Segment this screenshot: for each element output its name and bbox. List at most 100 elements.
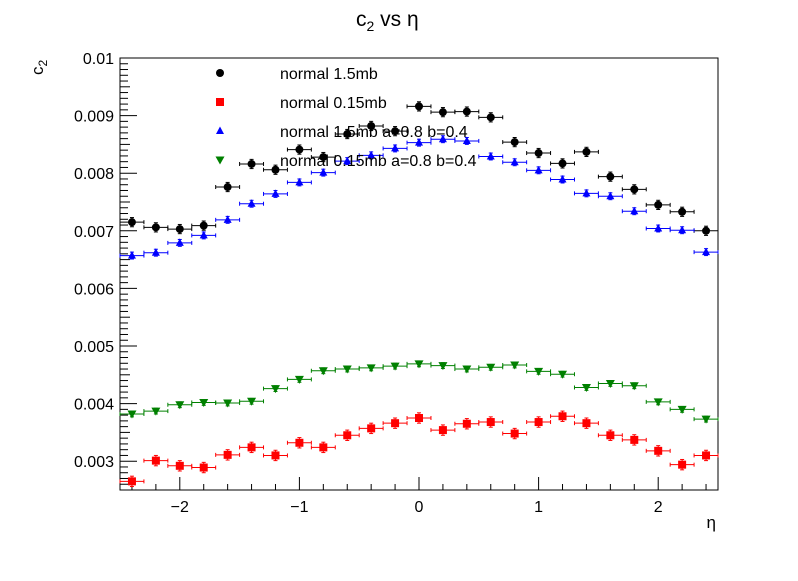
- data-point: [391, 419, 400, 428]
- data-point: [630, 435, 639, 444]
- data-point: [199, 463, 208, 472]
- x-axis-label: η: [707, 513, 716, 532]
- data-point: [678, 460, 687, 469]
- data-point: [462, 107, 471, 116]
- data-point: [367, 150, 376, 159]
- data-point: [247, 397, 257, 406]
- data-point: [486, 363, 496, 372]
- data-point: [510, 429, 519, 438]
- data-point: [175, 238, 184, 246]
- data-point: [247, 443, 256, 452]
- plot-frame: [119, 57, 719, 491]
- y-tick-label: 0.007: [74, 224, 114, 241]
- data-point: [319, 153, 328, 162]
- data-point: [151, 407, 161, 416]
- data-point: [462, 419, 471, 428]
- y-tick-label: 0.008: [74, 166, 114, 183]
- data-point: [223, 399, 233, 408]
- data-point: [605, 379, 615, 388]
- data-point: [223, 215, 232, 223]
- data-point: [702, 247, 711, 256]
- series-4: [119, 360, 719, 424]
- data-point: [558, 412, 567, 421]
- data-point: [510, 138, 519, 147]
- data-point: [151, 456, 160, 465]
- data-point: [343, 130, 352, 139]
- data-point: [462, 136, 471, 144]
- data-point: [151, 223, 160, 232]
- x-tick-label: −2: [171, 499, 189, 516]
- data-point: [319, 168, 328, 176]
- legend-marker: [216, 69, 224, 77]
- axes-layer: −2 −1 0 1 2 0.003 0.004 0.005 0.006 0.007 0.008 0.0…: [74, 51, 707, 516]
- legend-item: normal 0.15mb: [216, 95, 387, 112]
- data-point: [175, 225, 184, 234]
- data-point: [342, 365, 352, 374]
- data-point: [678, 225, 687, 234]
- legend-marker: [216, 126, 224, 134]
- legend-label: normal 1.5mb a=0.8 b=0.4: [280, 124, 468, 141]
- data-point: [390, 362, 400, 371]
- y-axis-label: c2: [28, 60, 50, 76]
- data-point: [629, 382, 639, 391]
- data-point: [415, 414, 423, 422]
- data-point: [271, 451, 280, 460]
- data-point: [414, 360, 424, 369]
- data-point: [558, 159, 567, 168]
- data-point: [319, 443, 328, 452]
- data-point: [127, 251, 136, 259]
- data-layer: [119, 101, 719, 488]
- data-point: [294, 375, 304, 384]
- legend-item: normal 1.5mb a=0.8 b=0.4: [216, 124, 468, 141]
- data-point: [199, 221, 208, 230]
- data-point: [270, 385, 280, 394]
- legend: normal 1.5mb normal 0.15mb normal 1.5mb a=…: [215, 66, 477, 170]
- y-tick-label: 0.005: [74, 339, 114, 356]
- data-point: [247, 159, 256, 168]
- data-point: [702, 226, 711, 235]
- data-point: [534, 165, 543, 174]
- data-point: [701, 415, 711, 424]
- data-point: [534, 367, 544, 376]
- y-tick-label: 0.009: [74, 109, 114, 126]
- data-point: [438, 362, 448, 371]
- legend-label: normal 1.5mb: [280, 66, 378, 83]
- data-point: [582, 188, 591, 197]
- data-point: [295, 145, 304, 154]
- data-point: [462, 365, 472, 374]
- legend-label: normal 0.15mb: [280, 95, 387, 112]
- data-point: [295, 438, 304, 447]
- data-point: [581, 383, 591, 392]
- data-point: [510, 361, 520, 370]
- series-1: [119, 101, 719, 236]
- x-tick-label: 0: [415, 499, 424, 516]
- data-point: [415, 138, 423, 146]
- data-point: [654, 223, 663, 232]
- legend-marker: [215, 156, 225, 165]
- data-point: [653, 398, 663, 407]
- data-point: [199, 230, 208, 239]
- data-point: [295, 177, 304, 186]
- data-point: [654, 446, 663, 455]
- data-point: [606, 191, 615, 200]
- data-point: [223, 183, 232, 192]
- chart-title-text: c2 vs η: [356, 8, 419, 34]
- data-point: [438, 426, 447, 435]
- data-point: [677, 405, 687, 414]
- series-3: [119, 134, 719, 260]
- data-point: [367, 424, 376, 433]
- data-point: [366, 364, 376, 373]
- x-tick-label: 2: [654, 499, 663, 516]
- data-point: [127, 477, 136, 486]
- data-point: [558, 370, 568, 379]
- data-point: [582, 147, 591, 156]
- data-point: [318, 367, 328, 376]
- data-point: [534, 149, 543, 158]
- data-point: [391, 143, 400, 152]
- y-tick-label: 0.003: [74, 454, 114, 471]
- data-point: [343, 431, 352, 440]
- data-point: [127, 410, 137, 419]
- data-point: [678, 207, 687, 216]
